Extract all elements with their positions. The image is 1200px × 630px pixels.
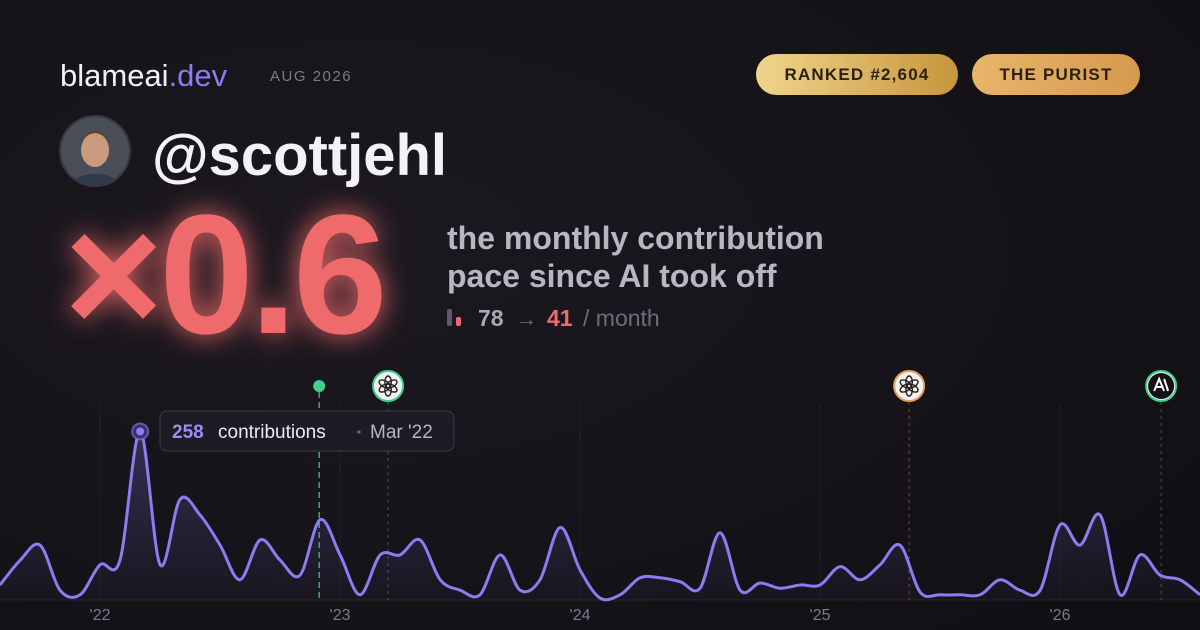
tooltip <box>159 410 455 452</box>
tooltip-label: contributions <box>218 422 326 443</box>
description-line: the monthly contribution <box>447 220 824 256</box>
event-glyph <box>899 379 912 389</box>
event-glyph <box>1153 376 1170 392</box>
description-line: pace since AI took off <box>447 258 777 294</box>
badge-title <box>972 54 1140 95</box>
tooltip-value: 258 <box>172 422 204 443</box>
x-tick-label: '26 <box>1050 607 1071 624</box>
pace-icon <box>456 317 461 326</box>
brand: blameai.dev <box>60 58 228 93</box>
badge-rank-text: RANKED #2,604 <box>784 65 929 84</box>
pace-icon <box>447 309 452 326</box>
x-tick-label: '24 <box>570 607 591 624</box>
chart: '22 '23 '24 '25 '26 258 contributions Mar '22 <box>0 370 1200 624</box>
handle: @scottjehl <box>152 123 447 188</box>
event-glyph <box>378 379 391 389</box>
avatar <box>59 115 131 187</box>
event-dot <box>313 380 326 392</box>
pace-before: 78 <box>478 305 504 331</box>
event-icon <box>893 370 926 402</box>
pace-arrow: → <box>516 308 537 331</box>
pace-unit: / month <box>583 305 660 331</box>
area <box>0 431 1200 600</box>
tooltip-date: Mar '22 <box>370 422 433 443</box>
badge-rank <box>756 54 958 95</box>
line <box>0 429 1200 602</box>
multiplier: ×0.6 <box>64 180 384 370</box>
period: AUG 2026 <box>270 68 352 85</box>
pace-after: 41 <box>547 305 573 331</box>
x-tick-label: '22 <box>90 607 111 624</box>
x-tick-label: '25 <box>810 607 831 624</box>
peak-dot <box>136 427 145 436</box>
brand-name: blameai <box>60 58 169 93</box>
badge-title-text: THE PURIST <box>999 65 1112 84</box>
x-tick-label: '23 <box>330 607 351 624</box>
event-icon <box>372 370 405 402</box>
brand-suffix: .dev <box>169 58 228 93</box>
tooltip-separator <box>357 430 361 434</box>
